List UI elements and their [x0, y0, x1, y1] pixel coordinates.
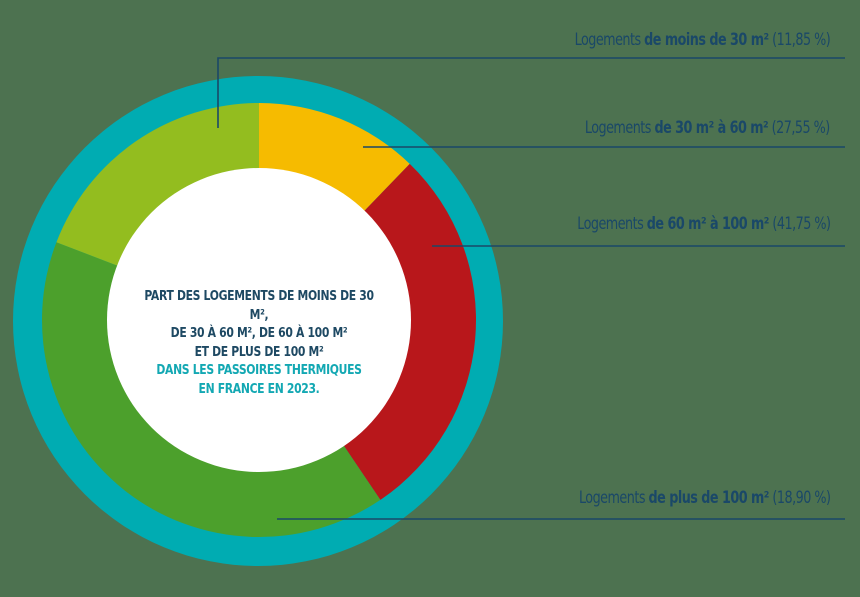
- legend-label-1-prefix: Logements: [574, 30, 645, 49]
- legend-label-4-value: (18,90 %): [768, 488, 831, 507]
- legend-label-3-prefix: Logements: [576, 214, 647, 233]
- legend-label-3-bold: de 60 m² à 100 m²: [646, 214, 769, 233]
- legend-label-2-bold: de 30 m² à 60 m²: [654, 118, 769, 137]
- center-title-line-5: EN FRANCE EN 2023.: [198, 381, 320, 397]
- legend-label-4-bold: de plus de 100 m²: [648, 488, 769, 507]
- center-title: PART DES LOGEMENTS DE MOINS DE 30 M², DE…: [136, 288, 382, 400]
- center-title-line-2: DE 30 À 60 M², DE 60 À 100 M²: [170, 326, 348, 342]
- legend-label-3: Logements de 60 m² à 100 m² (41,75 %): [576, 214, 831, 233]
- center-title-line-3: ET DE PLUS DE 100 M²: [194, 344, 324, 360]
- center-title-line-4: DANS LES PASSOIRES THERMIQUES: [156, 363, 362, 379]
- center-title-line-1: PART DES LOGEMENTS DE MOINS DE 30 M²,: [144, 289, 374, 323]
- legend-label-1: Logements de moins de 30 m² (11,85 %): [574, 30, 830, 49]
- inner-hole: [107, 168, 411, 472]
- leader-lines: [217, 57, 845, 520]
- legend-label-2-value: (27,55 %): [768, 118, 831, 137]
- legend-label-2-prefix: Logements: [585, 118, 655, 137]
- legend-label-3-value: (41,75 %): [768, 214, 831, 233]
- legend-label-1-bold: de moins de 30 m²: [644, 30, 769, 49]
- leader-line-1: [217, 57, 845, 128]
- legend-label-4: Logements de plus de 100 m² (18,90 %): [578, 488, 830, 507]
- legend-label-2: Logements de 30 m² à 60 m² (27,55 %): [585, 118, 830, 137]
- legend-label-1-value: (11,85 %): [768, 30, 831, 49]
- legend-label-4-prefix: Logements: [578, 488, 649, 507]
